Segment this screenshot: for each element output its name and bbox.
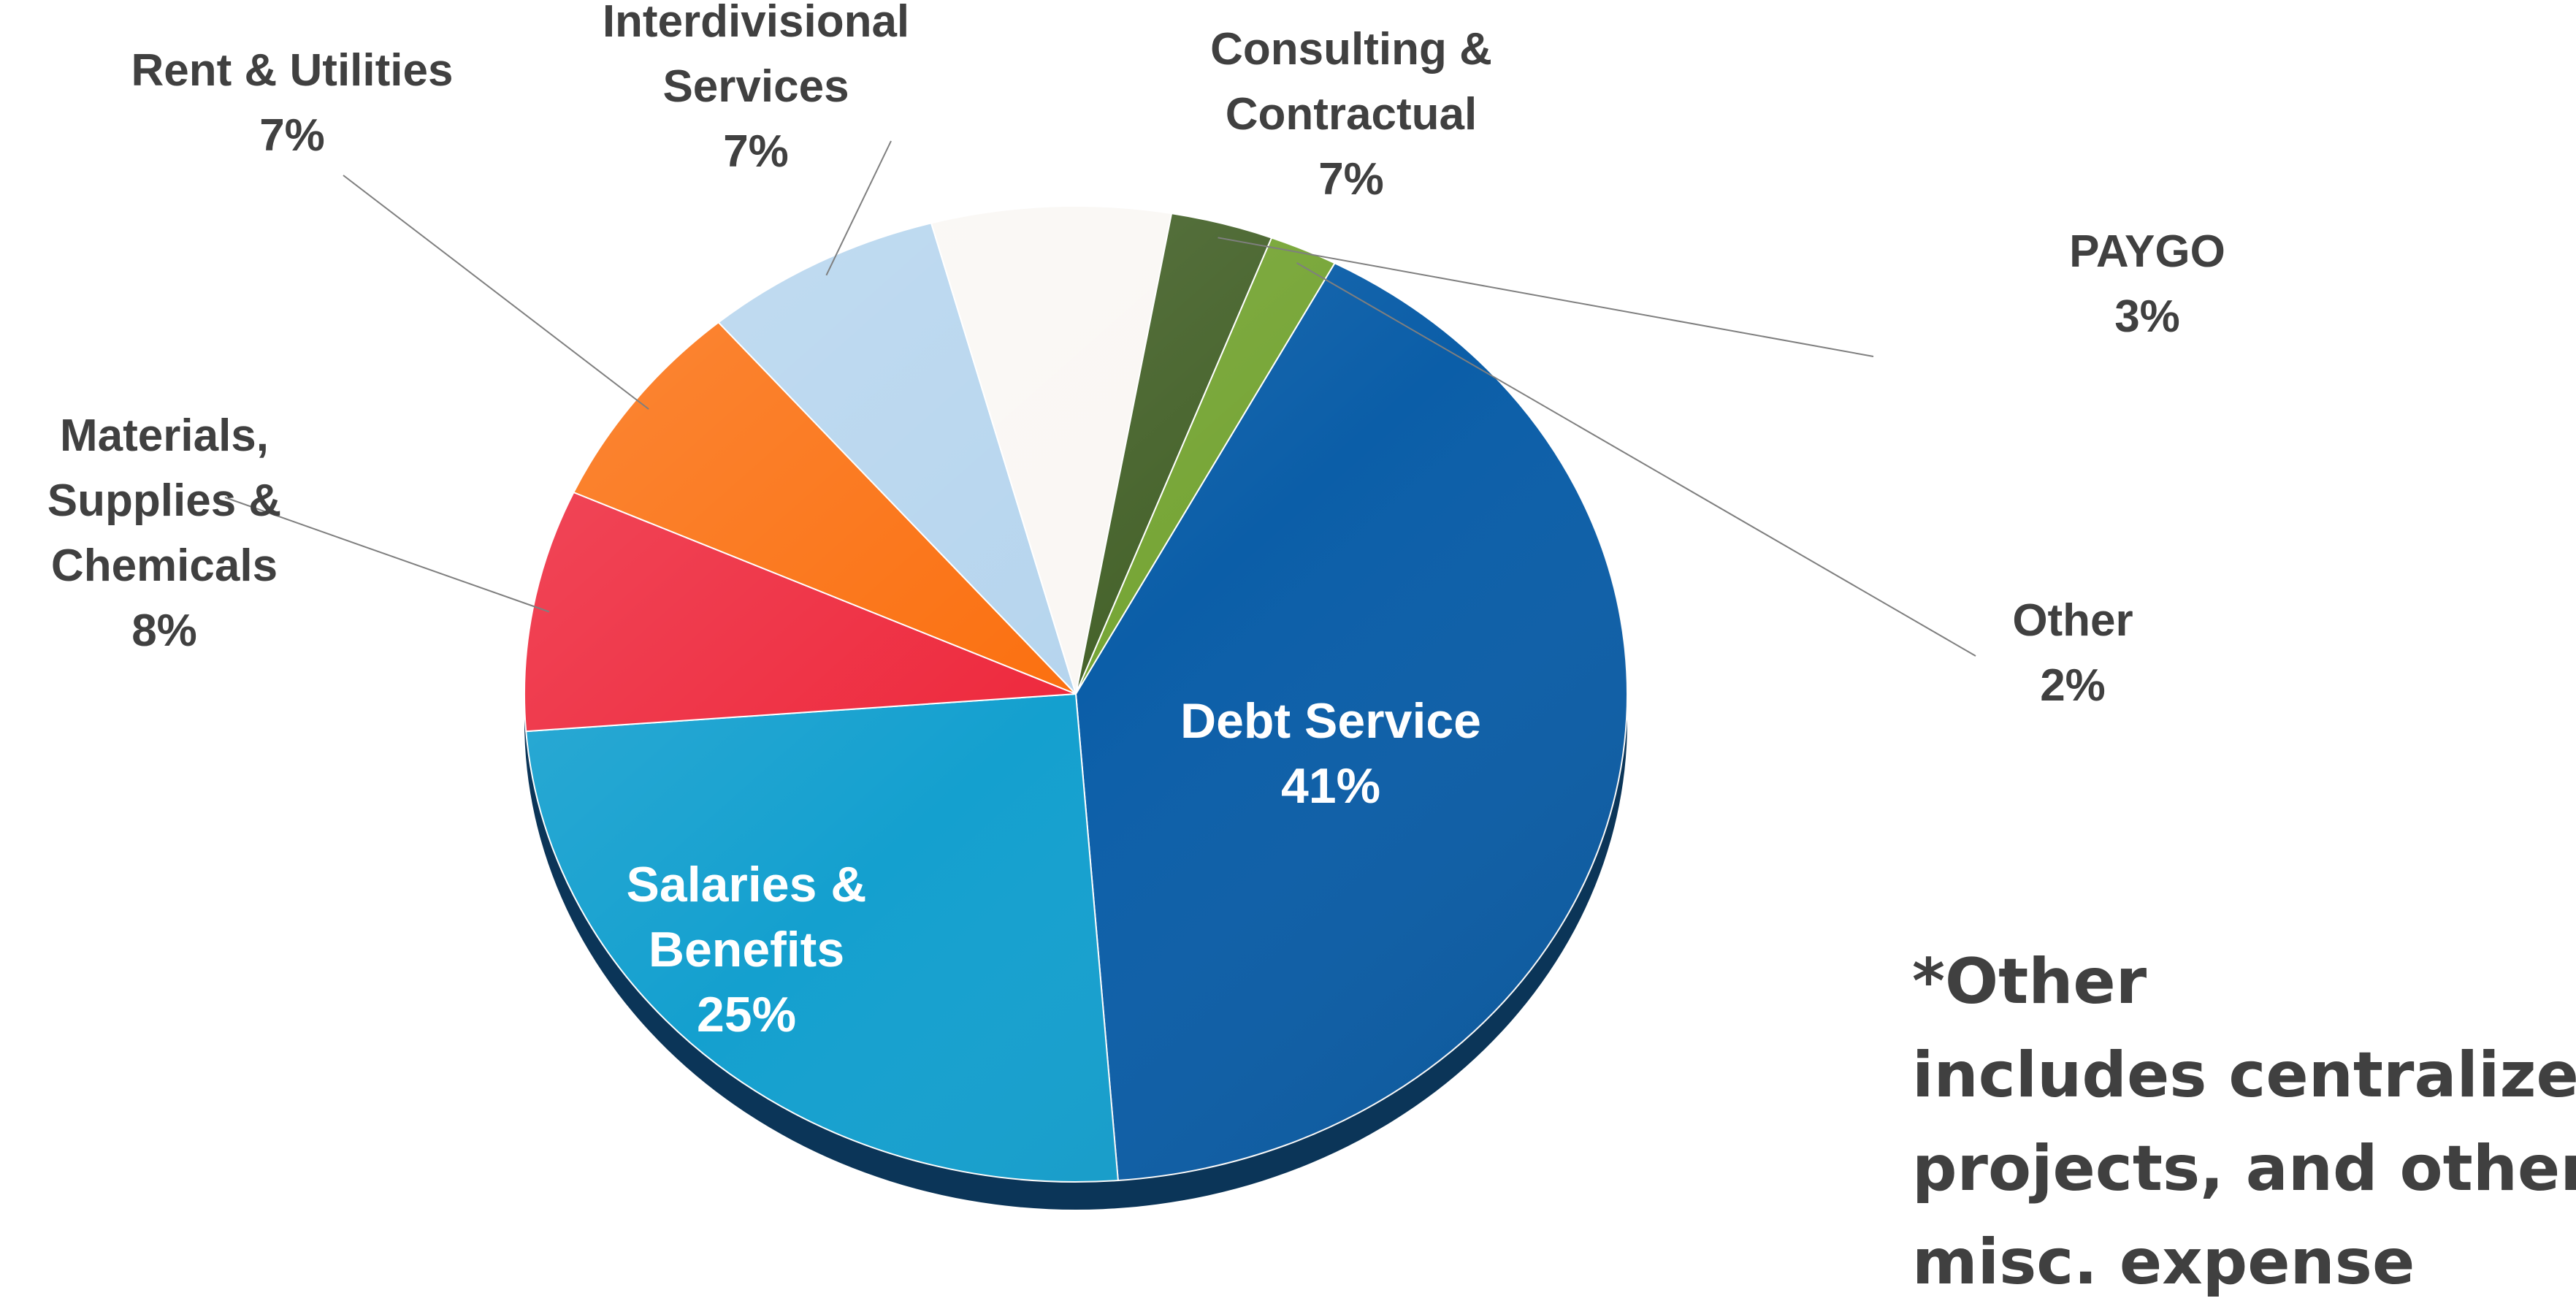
slice-value-label: 7% (259, 110, 325, 161)
slice-name-label: Other (2012, 595, 2133, 646)
slice-label: PAYGO 3% (2069, 226, 2225, 342)
slice-value-label: 8% (131, 606, 197, 656)
slice-value-label: 41% (1281, 758, 1380, 814)
slice-value-label: 2% (2040, 660, 2106, 711)
footnote-line: projects, and other (1912, 1132, 2576, 1205)
slice-name-label: Interdivisional (603, 0, 909, 47)
footnote-line: misc. expense (1912, 1226, 2415, 1299)
slice-name-label: Chemicals (51, 541, 278, 591)
footnote-line: includes centralized (1912, 1039, 2576, 1112)
leader-line (1296, 262, 1976, 657)
slice-name-label: Materials, (60, 411, 269, 461)
leader-line (343, 175, 649, 410)
slice-name-label: Contractual (1226, 89, 1477, 140)
leader-line (1218, 237, 1874, 357)
leader-line (224, 497, 550, 613)
slice-name-label: Salaries & (627, 857, 867, 912)
slice-label: Salaries & Benefits 25% (627, 857, 867, 1042)
footnote-line: *Other (1912, 945, 2147, 1018)
slice-label: Consulting & Contractual 7% (1210, 24, 1492, 205)
slice-name-label: Supplies & (47, 476, 281, 526)
slice-labels: Debt Service 41% Salaries & Benefits 25% Mate… (47, 0, 2225, 1042)
slice-name-label: Rent & Utilities (131, 45, 454, 96)
slice-name-label: Benefits (649, 922, 844, 977)
slice-name-label: Consulting & (1210, 24, 1492, 75)
slice-label: Rent & Utilities 7% (131, 45, 454, 161)
slice-label: Materials, Supplies & Chemicals 8% (47, 411, 281, 656)
slice-value-label: 7% (723, 126, 789, 177)
footnote: *Other includes centralized projects, an… (1912, 935, 2576, 1309)
slice-label: Debt Service 41% (1180, 693, 1481, 814)
slice-value-label: 25% (697, 987, 796, 1042)
slice-name-label: Services (662, 61, 849, 112)
leader-line (825, 140, 892, 276)
slice-label: Interdivisional Services 7% (603, 0, 909, 177)
slice-name-label: Debt Service (1180, 693, 1481, 749)
slice-value-label: 3% (2114, 291, 2180, 342)
slice-value-label: 7% (1318, 154, 1384, 205)
slice-label: Other 2% (2012, 595, 2133, 711)
leader-lines (224, 140, 1976, 657)
slice-name-label: PAYGO (2069, 226, 2225, 277)
